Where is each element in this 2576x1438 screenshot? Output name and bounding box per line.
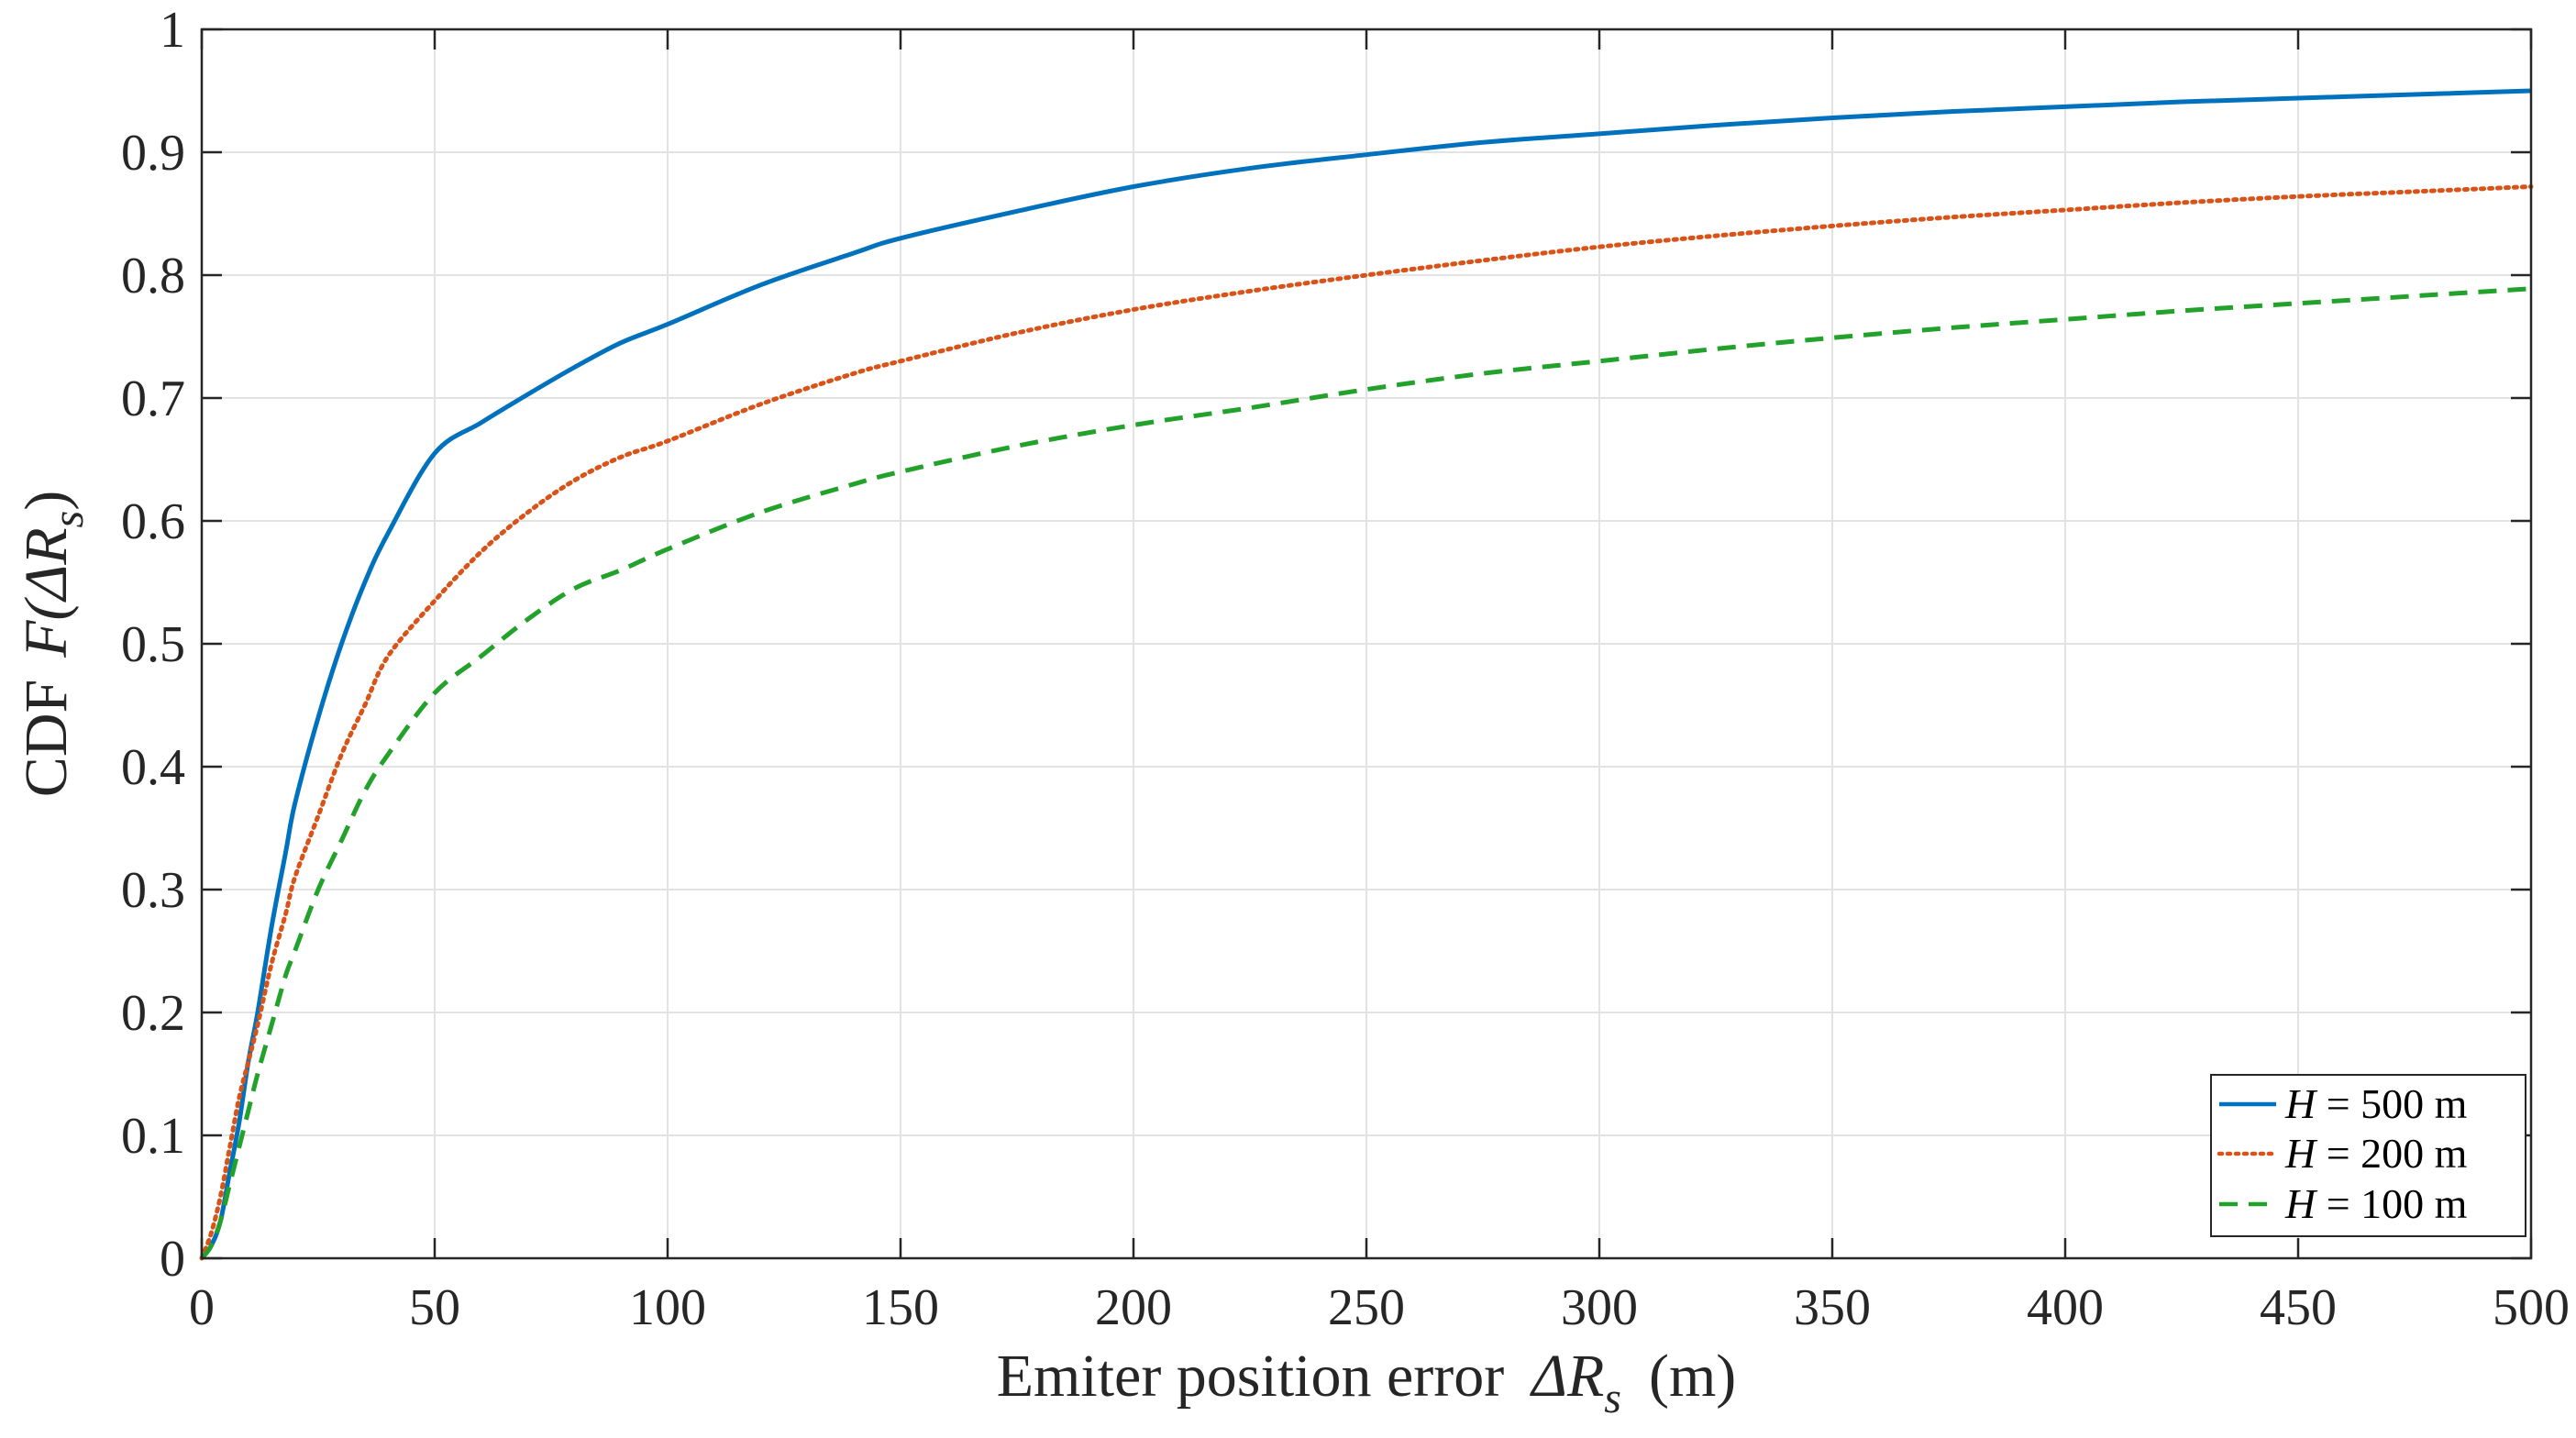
- series-h-200-m-line: [199, 184, 2534, 1261]
- x-tick-label: 250: [1328, 1279, 1405, 1336]
- x-tick-label: 150: [862, 1279, 939, 1336]
- legend-entry-h500: H = 500 m: [2219, 1080, 2468, 1127]
- series-lines: [199, 88, 2534, 1261]
- series-h-500-m-line: [200, 88, 2532, 1260]
- legend-entry-h100: H = 100 m: [2219, 1180, 2468, 1227]
- legend-label-h100: H = 100 m: [2284, 1180, 2468, 1227]
- legend-label-h500: H = 500 m: [2284, 1080, 2468, 1127]
- x-axis-label: Emiter position error ΔRs (m): [997, 1343, 1737, 1422]
- y-tick-label: 0: [160, 1231, 185, 1288]
- x-tick-label: 350: [1794, 1279, 1871, 1336]
- y-tick-label: 0.5: [121, 616, 185, 673]
- legend-entry-h200: H = 200 m: [2217, 1130, 2468, 1177]
- series-h-100-m-line: [200, 286, 2532, 1260]
- y-tick-label: 1: [160, 2, 185, 59]
- x-tick-label: 300: [1561, 1279, 1638, 1336]
- x-tick-label: 50: [409, 1279, 460, 1336]
- x-tick-label: 400: [2027, 1279, 2104, 1336]
- x-tick-label: 500: [2493, 1279, 2570, 1336]
- y-tick-label: 0.6: [121, 493, 185, 550]
- legend-label-h200: H = 200 m: [2284, 1130, 2468, 1177]
- y-tick-label: 0.1: [121, 1108, 185, 1165]
- y-tick-label: 0.7: [121, 371, 185, 427]
- tick-labels: 0 50 100 150 200 250 300 350 400 450 500 0 0.1 0.2 0.3…: [121, 2, 2570, 1336]
- y-axis-label: CDFF(ΔRs): [13, 491, 93, 797]
- y-tick-label: 0.3: [121, 862, 185, 919]
- x-tick-label: 0: [189, 1279, 215, 1336]
- x-tick-label: 450: [2260, 1279, 2337, 1336]
- y-tick-label: 0.9: [121, 125, 185, 182]
- tick-marks: [200, 28, 2533, 1260]
- y-tick-label: 0.2: [121, 985, 185, 1042]
- y-tick-label: 0.8: [121, 248, 185, 304]
- x-tick-label: 100: [629, 1279, 706, 1336]
- y-tick-label: 0.4: [121, 739, 185, 796]
- x-tick-label: 200: [1095, 1279, 1172, 1336]
- legend: H = 500 m H = 200 m H = 100 m: [2210, 1074, 2526, 1237]
